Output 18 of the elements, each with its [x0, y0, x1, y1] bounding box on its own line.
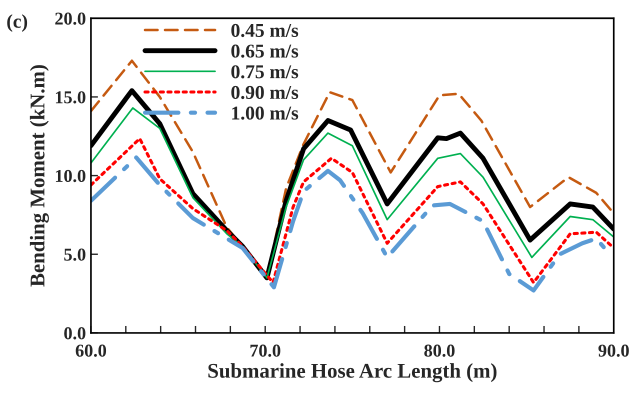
x-axis-title: Submarine Hose Arc Length (m) — [208, 363, 496, 382]
y-tick-label: 5.0 — [64, 248, 86, 261]
legend-label: 0.90 m/s — [231, 86, 298, 100]
x-tick-label: 80.0 — [424, 344, 455, 357]
x-tick-label: 90.0 — [598, 344, 629, 357]
line-series — [90, 137, 614, 284]
x-tick-label: 60.0 — [76, 344, 106, 357]
y-tick-label: 10.0 — [56, 170, 86, 182]
y-tick-label: 20.0 — [55, 12, 86, 25]
y-axis-title: Bending Moment (kN.m) — [30, 65, 49, 287]
x-tick-label: 70.0 — [250, 344, 280, 357]
legend-label: 0.45 m/s — [231, 24, 298, 38]
y-tick-label: 15.0 — [56, 91, 86, 104]
legend-label: 0.75 m/s — [231, 65, 298, 78]
legend-label: 1.00 m/s — [232, 106, 298, 120]
text: (c) — [7, 14, 28, 32]
legend-label: 0.65 m/s — [231, 44, 298, 58]
y-tick-label: 0.0 — [64, 327, 86, 340]
